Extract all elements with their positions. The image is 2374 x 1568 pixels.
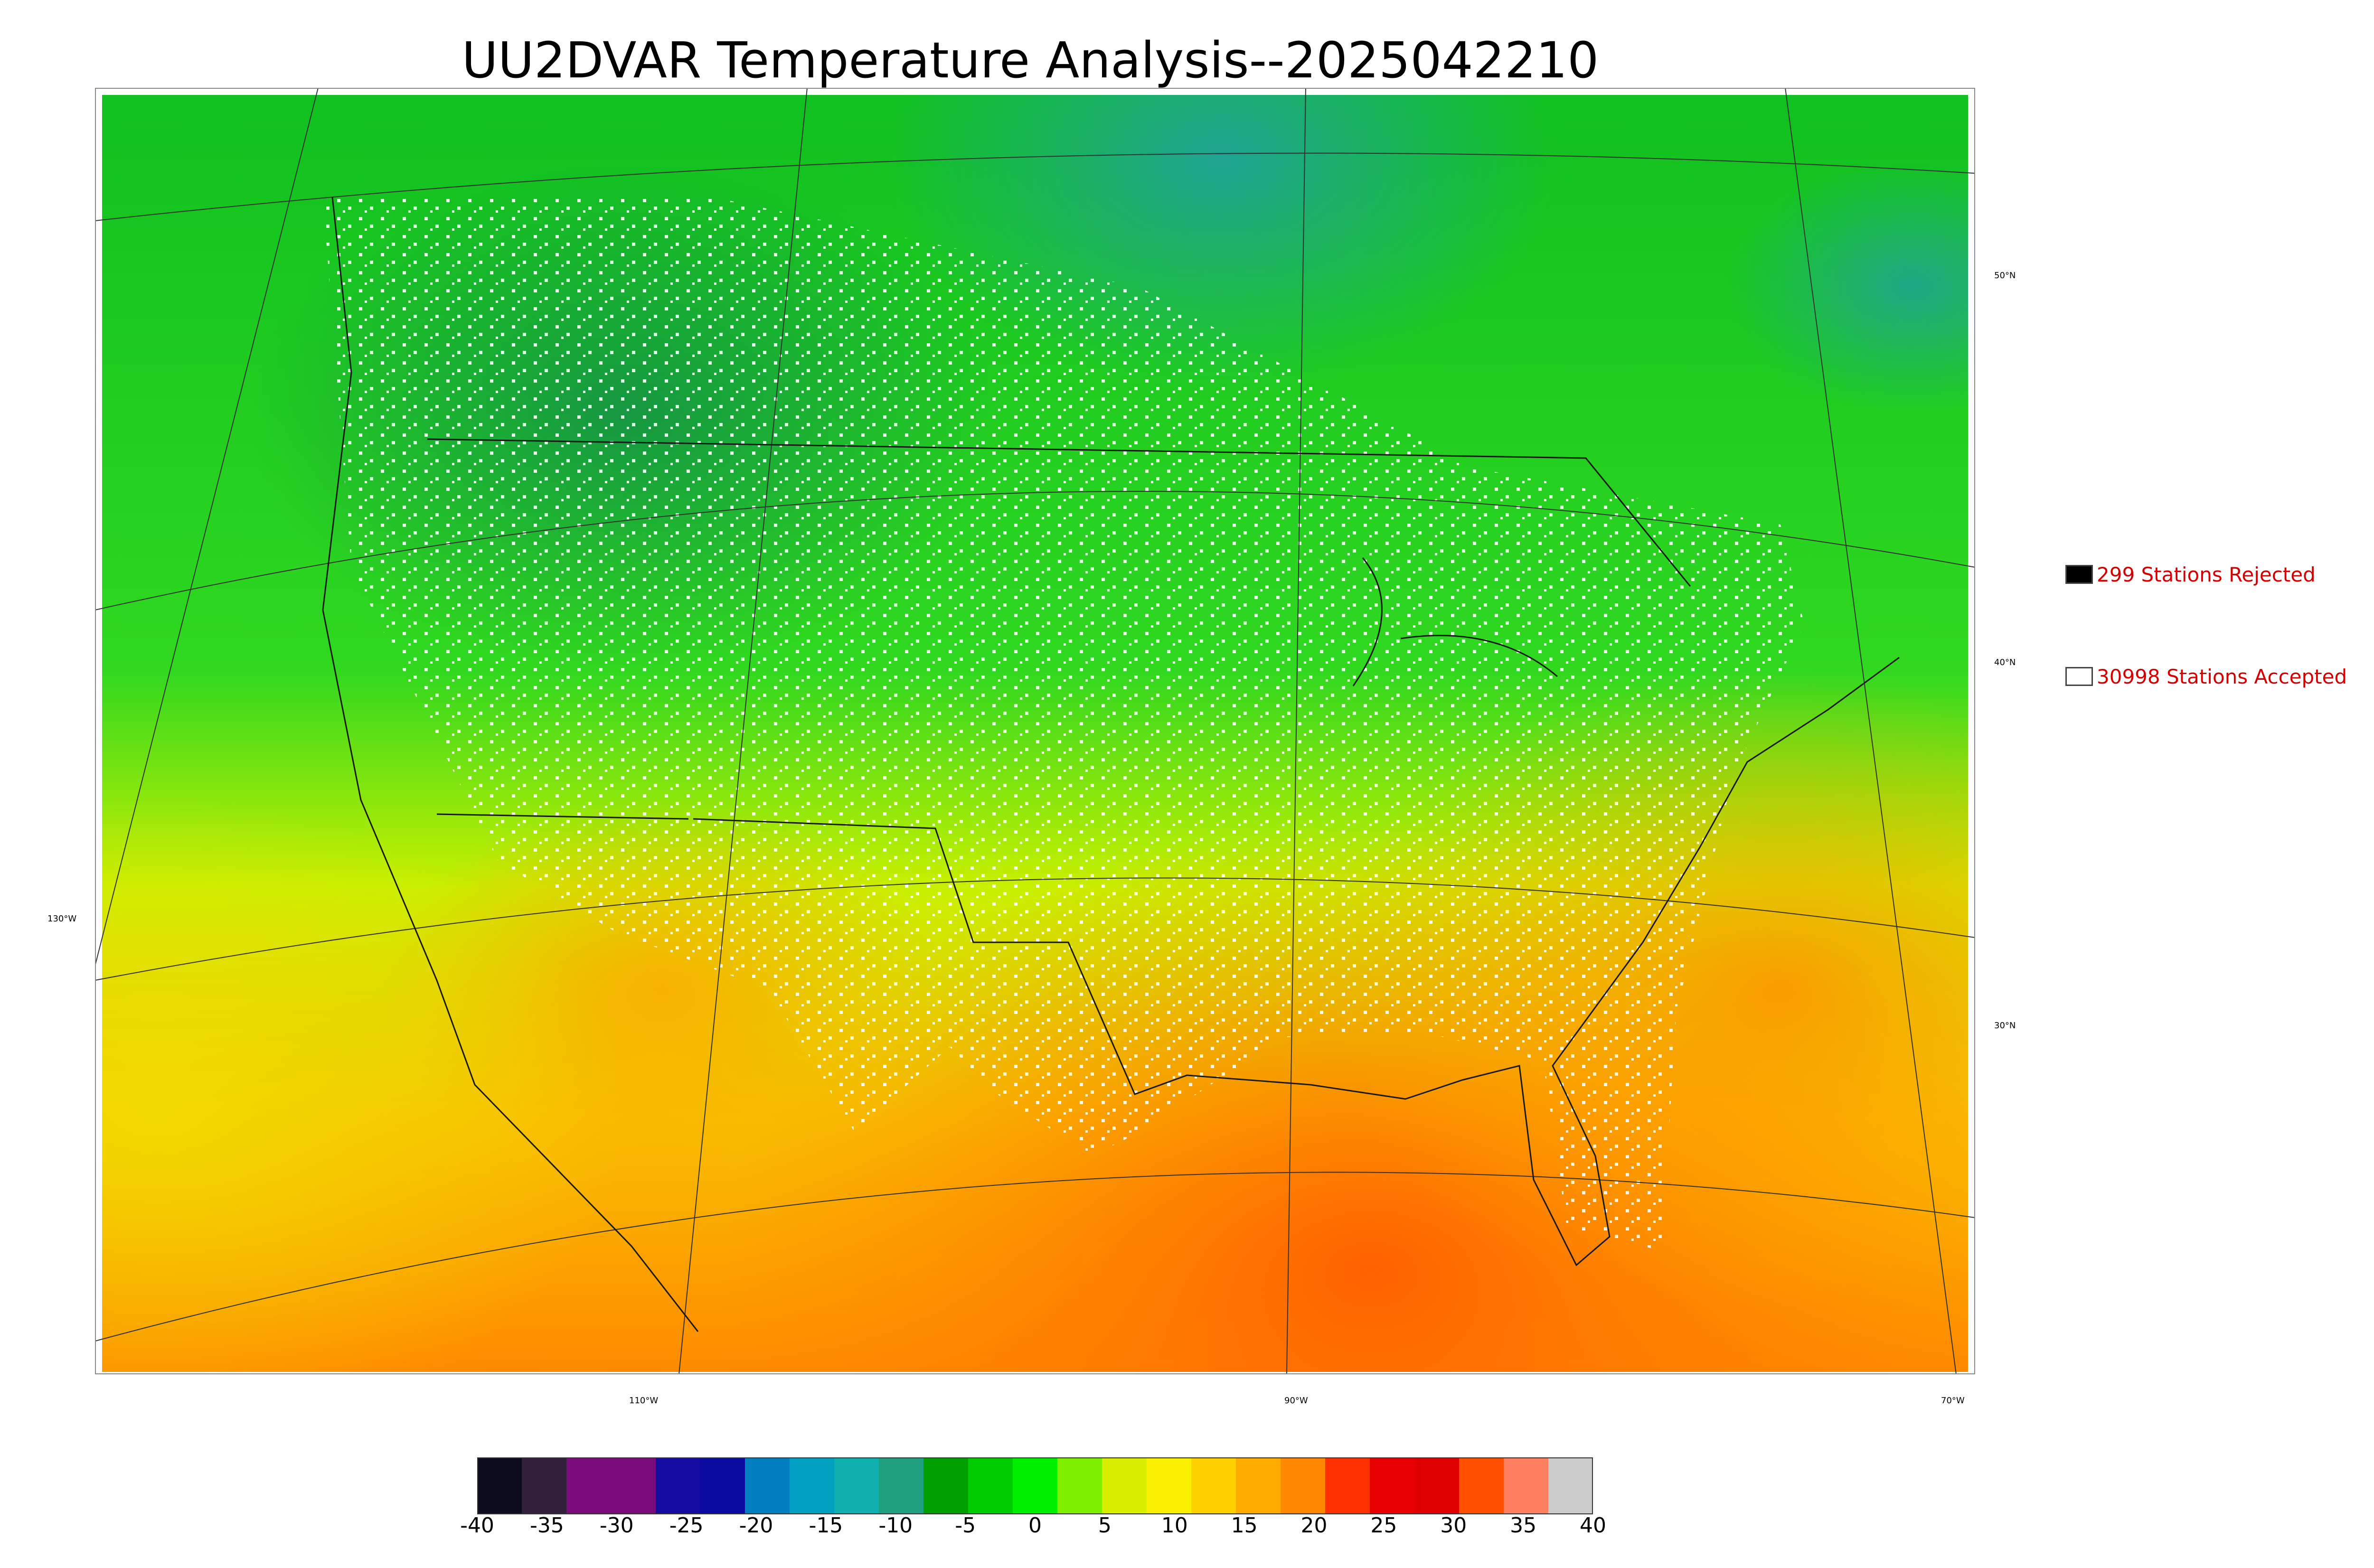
colorbar-tick-label: 30: [1440, 1513, 1467, 1538]
legend-accepted: 30998 Stations Accepted: [2065, 662, 2347, 691]
colorbar-tick-label: -40: [460, 1513, 494, 1538]
colorbar-segment: [745, 1457, 790, 1514]
colorbar-tick-label: 40: [1580, 1513, 1606, 1538]
coastlines: [322, 197, 1900, 1332]
colorbar-segment: [1191, 1457, 1236, 1514]
colorbar-segment: [700, 1457, 745, 1514]
colorbar-segment: [522, 1457, 567, 1514]
colorbar-tick-label: -20: [739, 1513, 773, 1538]
colorbar-segment: [1459, 1457, 1504, 1514]
colorbar-tick-label: -35: [529, 1513, 564, 1538]
colorbar-tick-label: 0: [1028, 1513, 1042, 1538]
colorbar-segment: [1057, 1457, 1102, 1514]
lon-label-90: 90°W: [1284, 1396, 1308, 1406]
rejected-swatch: [2065, 565, 2093, 584]
colorbar-segment: [1013, 1457, 1058, 1514]
colorbar-tick-label: 20: [1300, 1513, 1328, 1538]
colorbar-segment: [1414, 1457, 1460, 1514]
colorbar-tick-label: 25: [1370, 1513, 1397, 1538]
lon-label-110: 110°W: [629, 1396, 659, 1406]
colorbar-segment: [566, 1457, 612, 1514]
colorbar-tick-label: -10: [878, 1513, 913, 1538]
colorbar-segment: [656, 1457, 701, 1514]
lon-label-70: 70°W: [1941, 1396, 1965, 1406]
colorbar-segment: [1548, 1457, 1593, 1514]
colorbar-tick-label: -25: [669, 1513, 704, 1538]
colorbar-segment: [834, 1457, 879, 1514]
rejected-label: 299 Stations Rejected: [2097, 563, 2316, 586]
colorbar-tick-label: -15: [809, 1513, 843, 1538]
accepted-label: 30998 Stations Accepted: [2097, 665, 2347, 688]
accepted-swatch: [2065, 667, 2093, 686]
temperature-colorbar: [477, 1457, 1593, 1514]
colorbar-tick-label: 35: [1510, 1513, 1537, 1538]
graticule-lines: [95, 88, 1975, 1374]
colorbar-segment: [1370, 1457, 1415, 1514]
temperature-map: [95, 88, 1975, 1374]
map-title: UU2DVAR Temperature Analysis--2025042210: [462, 31, 1599, 89]
colorbar-segment: [1504, 1457, 1549, 1514]
colorbar-segment: [1236, 1457, 1281, 1514]
colorbar-segment: [790, 1457, 835, 1514]
colorbar-segment: [923, 1457, 969, 1514]
colorbar-segment: [879, 1457, 924, 1514]
lat-label-50: 50°N: [1994, 271, 2016, 281]
colorbar-segment: [968, 1457, 1013, 1514]
colorbar-segment: [1325, 1457, 1370, 1514]
lat-label-40: 40°N: [1994, 657, 2016, 667]
colorbar-tick-label: -5: [955, 1513, 976, 1538]
station-markers: [323, 197, 1804, 1251]
colorbar-tick-label: 5: [1098, 1513, 1112, 1538]
colorbar-tick-label: 15: [1231, 1513, 1258, 1538]
colorbar-segment: [477, 1457, 522, 1514]
colorbar-segment: [1102, 1457, 1147, 1514]
colorbar-segment: [1281, 1457, 1326, 1514]
colorbar-tick-label: 10: [1161, 1513, 1188, 1538]
legend-rejected: 299 Stations Rejected: [2065, 560, 2316, 589]
lat-label-30: 30°N: [1994, 1021, 2016, 1031]
colorbar-tick-label: -30: [599, 1513, 634, 1538]
colorbar-segment: [1147, 1457, 1192, 1514]
lon-label-130: 130°W: [47, 914, 77, 924]
colorbar-segment: [611, 1457, 656, 1514]
